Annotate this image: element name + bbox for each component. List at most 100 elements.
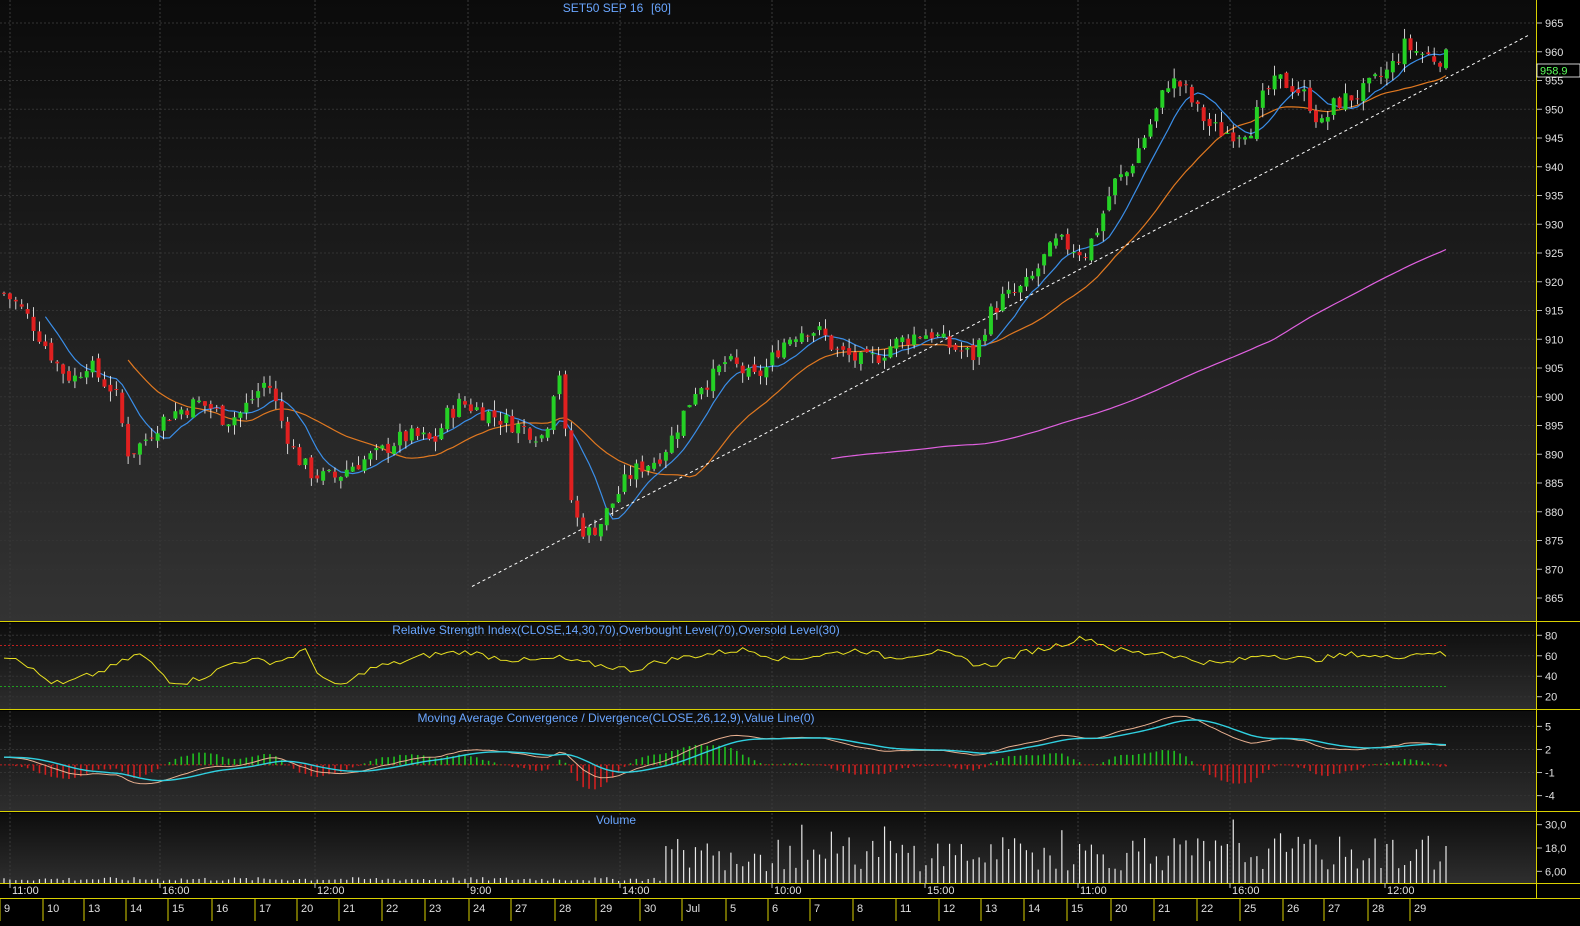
candle-body [1053, 238, 1058, 246]
date-axis-labels: 9 10 13 14 15 16 17 20 21 22 23 24 27 28 29 30 Jul 5 6 7 8 11… [0, 899, 1426, 921]
candle-body [669, 435, 674, 453]
candle-body [1225, 132, 1230, 134]
candle-body [782, 342, 787, 358]
candle-body [49, 342, 54, 361]
candle-body [55, 361, 60, 364]
candle-body [179, 409, 184, 415]
candle-body [1160, 90, 1165, 108]
candle-body [876, 355, 881, 363]
price-tick-label: 935 [1545, 191, 1563, 203]
chart-title: SET50 SEP 16 [563, 1, 644, 15]
date-label: 14 [1028, 903, 1040, 915]
price-tick-label: 875 [1545, 536, 1563, 548]
price-axis-ticks: 865 870 875 880 885 890 895 900 905 910 915 920 925 9… [1537, 18, 1563, 605]
candle-body [622, 474, 627, 492]
candle-body [492, 410, 497, 418]
candle-body [1077, 251, 1082, 256]
ma-short-line [44, 52, 1447, 520]
candle-body [1018, 285, 1023, 293]
candle-body [1207, 118, 1212, 127]
candle-body [705, 387, 710, 390]
ma-long-line [831, 248, 1447, 460]
candle-body [1432, 56, 1437, 62]
date-label: 15 [172, 903, 184, 915]
candle-body [1166, 88, 1171, 92]
candle-body [244, 402, 249, 413]
volume-panel[interactable] [0, 813, 1537, 883]
candle-body [693, 394, 698, 405]
candle-body [31, 316, 36, 331]
date-label: 27 [515, 903, 527, 915]
candle-body [1071, 252, 1076, 254]
rsi-panel[interactable] [0, 623, 1537, 709]
candle-body [628, 475, 633, 479]
candle-body [1349, 95, 1354, 101]
candle-body [285, 421, 290, 444]
date-label: 10 [47, 903, 59, 915]
candle-body [226, 424, 231, 427]
candle-body [764, 367, 769, 378]
date-label: 29 [600, 903, 612, 915]
date-label: 30 [644, 903, 656, 915]
candle-body [350, 466, 355, 472]
price-tick-label: 870 [1545, 564, 1563, 576]
candle-body [1390, 60, 1395, 73]
candle-body [711, 368, 716, 392]
date-label: 8 [857, 903, 863, 915]
candle-body [297, 447, 302, 466]
volume-axis-ticks: 6,00 18,0 30,0 [1537, 820, 1566, 878]
date-label: 28 [559, 903, 571, 915]
candle-body [1260, 90, 1265, 108]
candle-body [72, 375, 77, 382]
price-tick-label: 910 [1545, 334, 1563, 346]
candle-body [214, 407, 219, 409]
date-label: 7 [814, 903, 820, 915]
candle-body [1201, 107, 1206, 122]
volume-bars [3, 819, 1447, 883]
candle-body [309, 457, 314, 479]
candle-body [657, 459, 662, 464]
candle-body [332, 471, 337, 478]
date-label: 20 [301, 903, 313, 915]
candle-body [1154, 108, 1159, 122]
candle-body [1237, 137, 1242, 139]
candles[interactable] [2, 28, 1448, 543]
date-label: 5 [730, 903, 736, 915]
candle-body [604, 508, 609, 526]
candle-body [929, 332, 934, 339]
candle-body [1325, 117, 1330, 122]
candle-body [1254, 106, 1259, 139]
candle-body [43, 341, 48, 347]
candle-body [675, 432, 680, 439]
candle-body [61, 364, 66, 374]
candle-body [1036, 268, 1041, 277]
candle-body [811, 333, 816, 336]
candle-body [291, 446, 296, 448]
rsi-tick-label: 20 [1545, 692, 1557, 704]
candle-body [900, 337, 905, 343]
candle-body [1118, 174, 1123, 178]
candle-body [959, 350, 964, 352]
date-label: 6 [772, 903, 778, 915]
candle-body [734, 357, 739, 364]
last-price-label: 958.9 [1540, 66, 1568, 78]
candle-body [752, 364, 757, 372]
candle-body [1083, 257, 1088, 259]
candle-body [545, 428, 550, 438]
time-axis-panel [0, 883, 1580, 921]
candle-body [587, 527, 592, 536]
candle-body [894, 338, 899, 349]
candle-body [1278, 74, 1283, 79]
candle-body [799, 333, 804, 343]
candle-body [504, 414, 509, 424]
interval-label: [60] [651, 1, 671, 15]
candle-body [368, 453, 373, 460]
price-tick-label: 950 [1545, 104, 1563, 116]
date-label: 28 [1372, 903, 1384, 915]
candle-body [1042, 254, 1047, 266]
date-label: 23 [429, 903, 441, 915]
candle-body [575, 500, 580, 518]
date-label: 13 [985, 903, 997, 915]
price-tick-label: 865 [1545, 593, 1563, 605]
